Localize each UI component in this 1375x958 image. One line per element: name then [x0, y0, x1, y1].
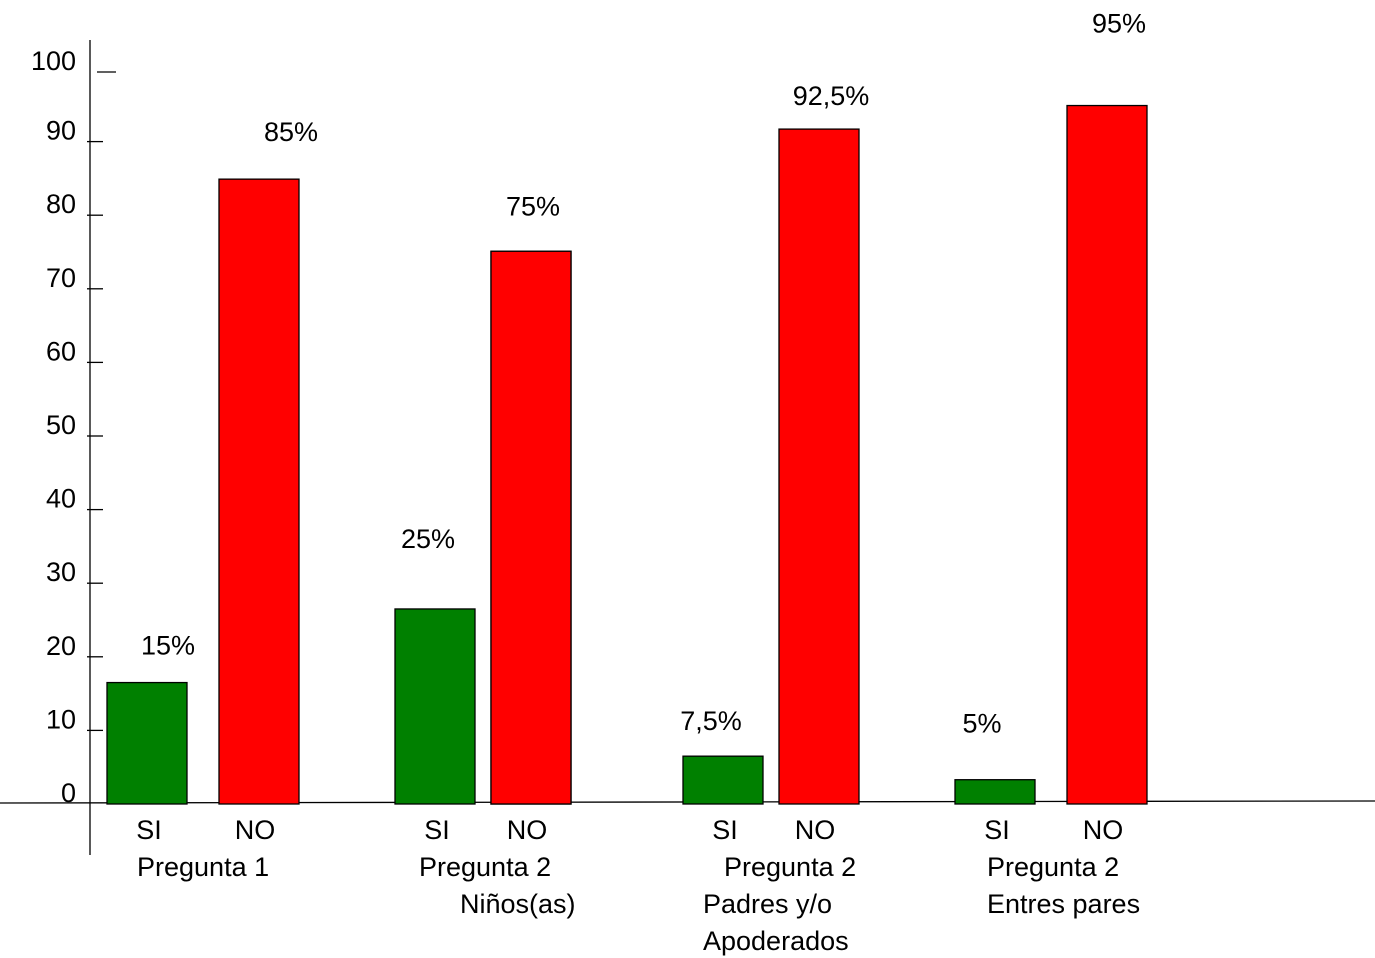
bar-si	[394, 608, 476, 805]
bar-label-no: NO	[507, 815, 548, 845]
y-tick-label: 90	[46, 116, 76, 146]
y-tick-label: 20	[46, 631, 76, 661]
category-label: Pregunta 2	[724, 852, 856, 882]
bar-label-no: NO	[1083, 815, 1124, 845]
bar-si	[682, 755, 764, 805]
data-label: 95%	[1092, 9, 1146, 39]
bar-no	[218, 178, 300, 805]
category-label: Padres y/o	[703, 889, 832, 919]
bar-no-overlay	[490, 250, 572, 805]
y-tick-label: 100	[31, 46, 76, 76]
data-label: 85%	[264, 117, 318, 147]
category-label: Niños(as)	[460, 889, 576, 919]
bar-label-si: SI	[424, 815, 450, 845]
bar-no	[1066, 104, 1148, 805]
y-tick-label: 40	[46, 484, 76, 514]
bar-si	[954, 779, 1036, 805]
data-label: 75%	[506, 191, 560, 221]
category-label: Pregunta 2	[987, 852, 1119, 882]
bar-label-si: SI	[984, 815, 1010, 845]
category-label: Entres pares	[987, 889, 1140, 919]
bar-no	[778, 128, 860, 805]
bar-label-no: NO	[235, 815, 276, 845]
category-label: Apoderados	[703, 926, 849, 956]
data-label: 7,5%	[680, 706, 742, 736]
data-label: 15%	[141, 631, 195, 661]
y-tick-label: 80	[46, 189, 76, 219]
data-label: 92,5%	[793, 81, 870, 111]
y-tick-label: 70	[46, 263, 76, 293]
labels: 0 10 20 30 40 50 60 70 80 90 100 15% SI 85% NO Pregunta…	[31, 9, 1146, 956]
category-label: Pregunta 2	[419, 852, 551, 882]
bar-label-si: SI	[712, 815, 738, 845]
data-label: 25%	[401, 524, 455, 554]
y-tick-label: 10	[46, 704, 76, 734]
y-tick-label: 30	[46, 557, 76, 587]
category-label: Pregunta 1	[137, 852, 269, 882]
bar-si	[106, 681, 188, 805]
bars	[106, 104, 1148, 805]
bar-label-no: NO	[795, 815, 836, 845]
y-tick-label: 0	[61, 778, 76, 808]
y-tick-label: 60	[46, 336, 76, 366]
data-label: 5%	[962, 709, 1001, 739]
y-tick-label: 50	[46, 410, 76, 440]
bar-label-si: SI	[136, 815, 162, 845]
